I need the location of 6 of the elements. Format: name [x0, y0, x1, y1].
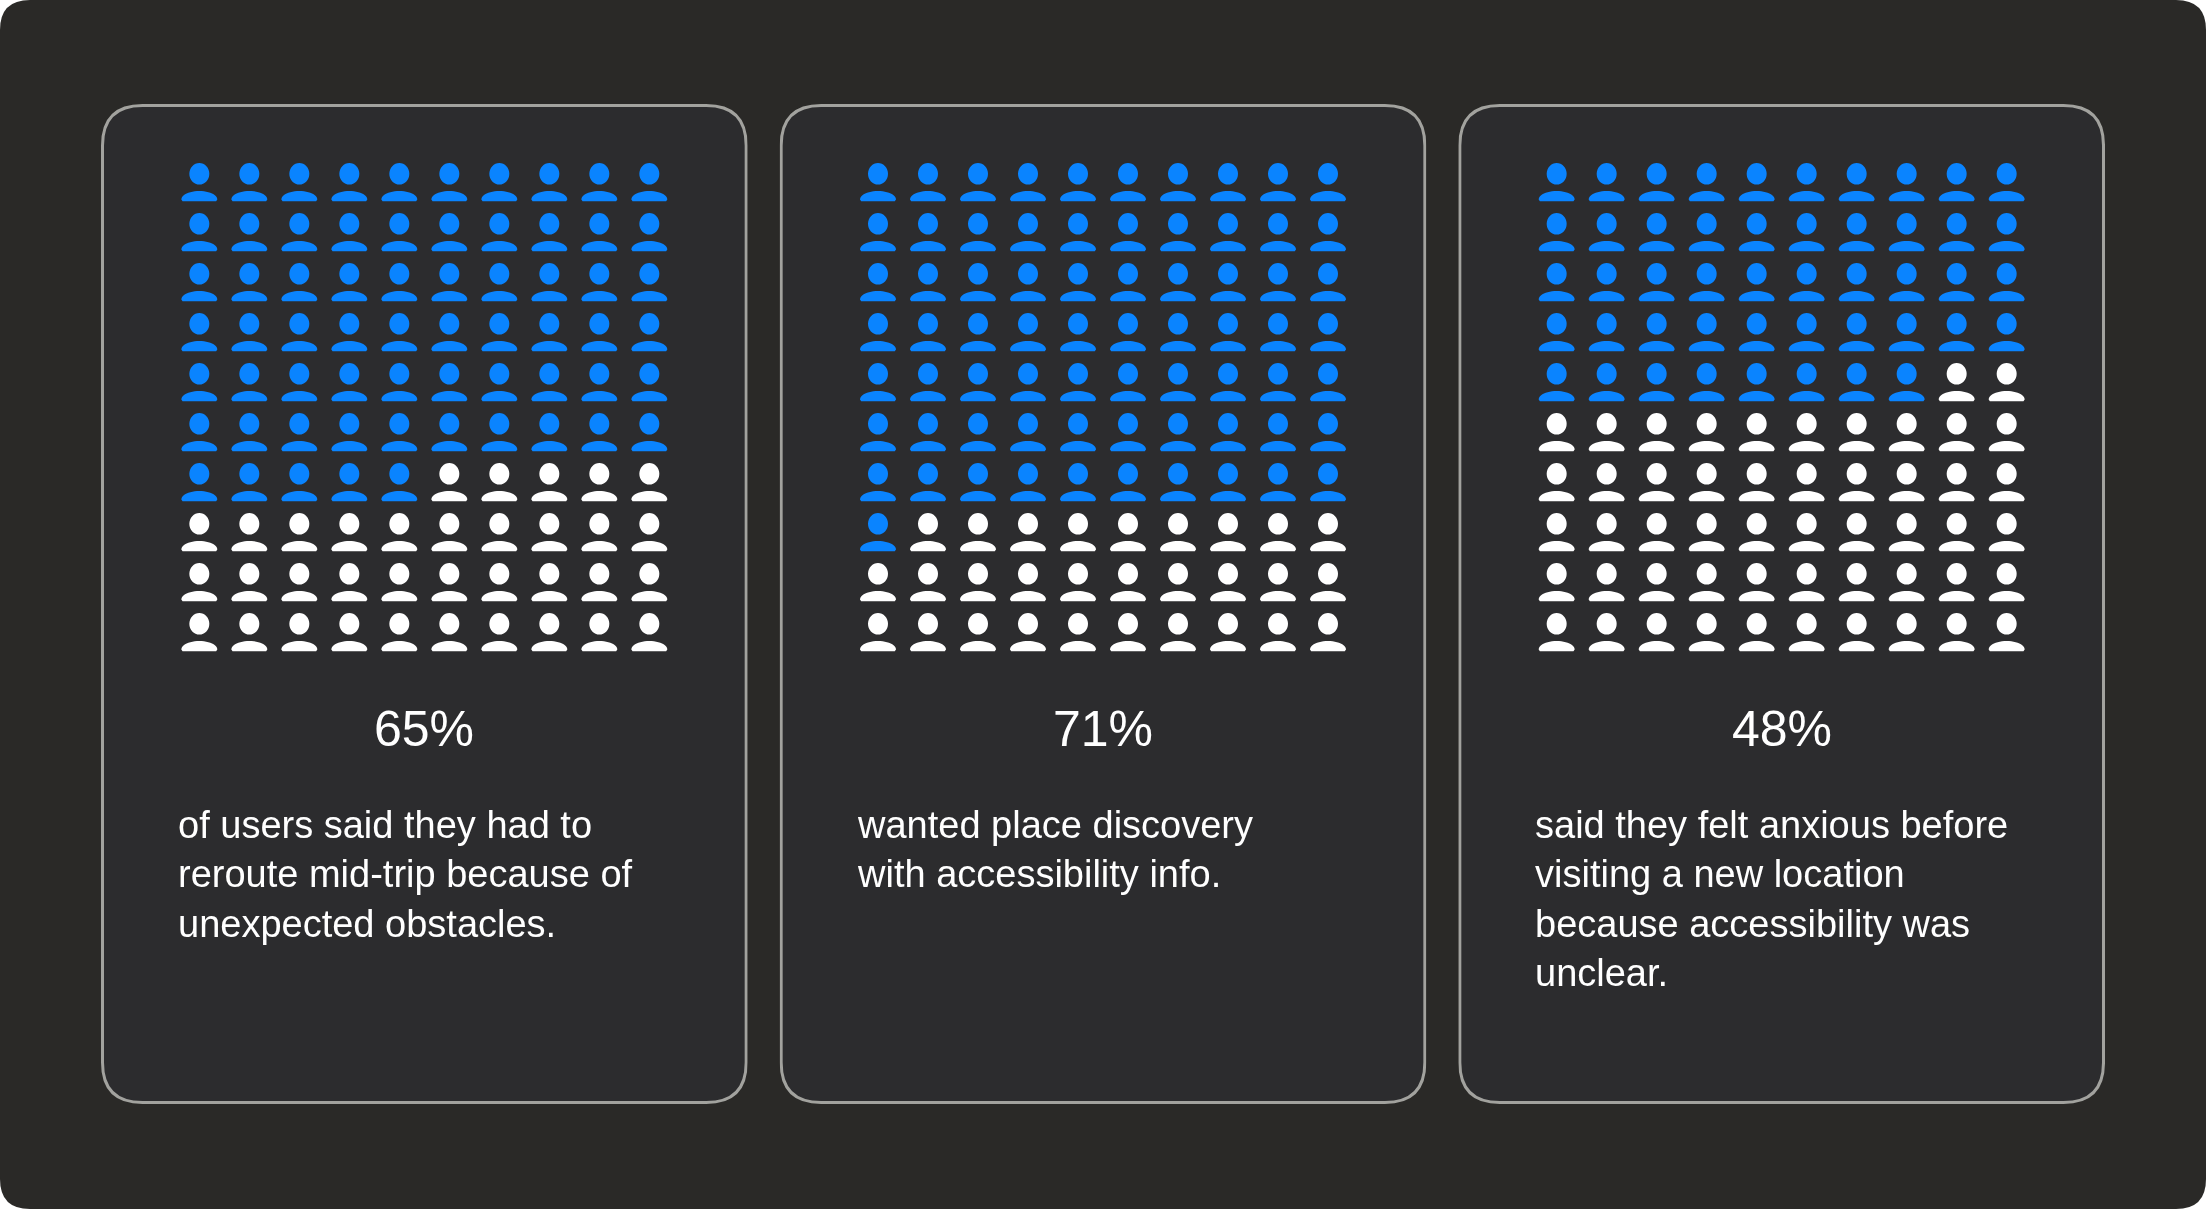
data-label: 71% — [1053, 701, 1154, 757]
data-label: 65% — [374, 701, 475, 757]
text: of users said they had to reroute mid-trip because of unexpected obstacles. — [178, 804, 633, 945]
data-label: 48% — [1732, 701, 1833, 757]
text: said they felt anxious before visiting a new location because accessibility was unclear. — [1535, 804, 2009, 995]
text: wanted place discovery with accessibility info. — [857, 804, 1253, 896]
